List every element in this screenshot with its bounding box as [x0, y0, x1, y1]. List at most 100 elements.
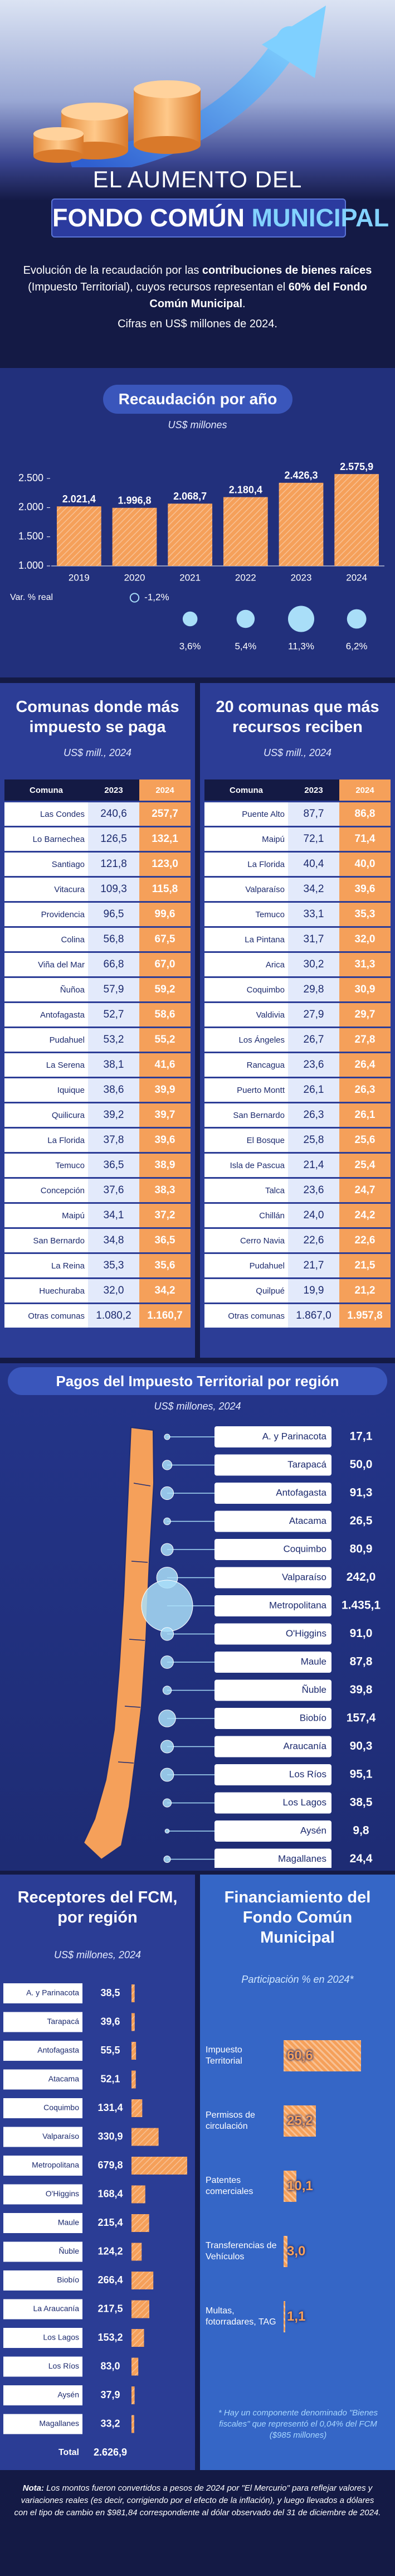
table-wrap: Comuna 2023 2024 Puente Alto 87,7 86,8 Maipú 72…	[204, 778, 391, 1329]
value-label: 90,3	[350, 1740, 373, 1752]
table-cell: 39,9	[139, 1078, 191, 1102]
table-cell: 21,7	[288, 1254, 339, 1277]
bar	[131, 2214, 149, 2232]
bubble	[162, 1686, 172, 1695]
table-row: Puerto Montt 26,1 26,3	[204, 1078, 391, 1102]
table-cell: 96,5	[88, 903, 139, 926]
table-cell: 39,6	[139, 1129, 191, 1152]
share-bar	[284, 2301, 285, 2332]
table-row: El Bosque 25,8 25,6	[204, 1129, 391, 1152]
variation-bubble	[287, 606, 315, 632]
bar	[112, 507, 157, 566]
table-row: Coquimbo 29,8 30,9	[204, 978, 391, 1001]
coin-stack	[33, 80, 201, 163]
bubble	[160, 1740, 174, 1754]
variation-label: Var. % real	[10, 593, 53, 602]
value-label: 87,8	[350, 1655, 373, 1668]
chart-subtitle: US$ millones	[168, 419, 227, 430]
table-cell: 32,0	[339, 928, 391, 951]
bubble	[163, 1856, 171, 1863]
table-row: Chillán 24,0 24,2	[204, 1204, 391, 1227]
bar	[168, 503, 213, 566]
intro-bold: contribuciones de bienes raíces	[202, 264, 372, 277]
table-cell: Puente Alto	[204, 802, 288, 826]
label-box	[3, 2356, 82, 2377]
table-row: Rancagua 23,6 26,4	[204, 1053, 391, 1077]
label-box	[214, 1426, 331, 1447]
table-row: Temuco 36,5 38,9	[4, 1154, 191, 1177]
label-box	[214, 1820, 331, 1842]
table-row: Los Ángeles 26,7 27,8	[204, 1028, 391, 1052]
value-label: 124,2	[97, 2245, 123, 2257]
table-row: Temuco 33,1 35,3	[204, 903, 391, 926]
table-cell: San Bernardo	[4, 1229, 88, 1252]
table-cell: 66,8	[88, 953, 139, 976]
table-row: Quilicura 39,2 39,7	[4, 1103, 191, 1127]
share-row: Patentes comerciales 10,1	[200, 2158, 395, 2214]
bar	[131, 2042, 136, 2060]
table-cell: Puerto Montt	[204, 1078, 288, 1102]
table-cell: 87,7	[288, 802, 339, 826]
table-cell: 35,3	[339, 903, 391, 926]
table-cell: 99,6	[139, 903, 191, 926]
map-borders	[118, 1483, 151, 1764]
table-row: Ñuñoa 57,9 59,2	[4, 978, 191, 1001]
data-table: Comuna 2023 2024 Las Condes 240,6 257,7 Lo Bar…	[4, 778, 191, 1329]
value-label: 26,5	[350, 1514, 373, 1527]
label-box	[214, 1708, 331, 1729]
table-cell: Lo Barnechea	[4, 827, 88, 851]
value-label: 1.435,1	[342, 1599, 381, 1612]
x-tick-label: 2023	[291, 572, 312, 583]
map-chile	[82, 1426, 155, 1861]
value-label: 2.180,4	[229, 484, 262, 495]
chart-title: Receptores del FCM, por región	[17, 1889, 178, 1926]
data-table: Comuna 2023 2024 Puente Alto 87,7 86,8 Maipú 72…	[204, 778, 391, 1329]
region-label: Valparaíso	[42, 2132, 79, 2141]
label-box	[214, 1567, 331, 1589]
label-box	[3, 2328, 82, 2348]
table-cell: Isla de Pascua	[204, 1154, 288, 1177]
table-cell: 24,0	[288, 1204, 339, 1227]
table-cell: Las Condes	[4, 802, 88, 826]
bubble-chart: A. y Parinacota 17,1 Tarapacá 50,0 Antofagas…	[82, 1426, 381, 1868]
intro-line: Cifras en US$ millones de 2024.	[118, 318, 277, 330]
share-bar	[284, 2040, 362, 2071]
table-cell: Temuco	[204, 903, 288, 926]
label-box	[3, 2299, 82, 2320]
label-box	[3, 2270, 82, 2291]
column-header: 2024	[339, 779, 391, 801]
y-tick-label: 2.500	[18, 472, 43, 483]
table-cell: 86,8	[339, 802, 391, 826]
table-subtitle: US$ mill., 2024	[63, 747, 132, 758]
table-cell: Valparaíso	[204, 878, 288, 901]
share-row: Impuesto Territorial 60,6	[200, 2028, 395, 2084]
variation-bubble	[182, 611, 198, 627]
region-label: Tarapacá	[287, 1459, 326, 1470]
bar	[131, 2300, 149, 2318]
bar	[334, 474, 379, 566]
table-cell: Colina	[4, 928, 88, 951]
note-label: Nota:	[22, 2483, 45, 2493]
value-label: 217,5	[97, 2303, 123, 2314]
table-cell: 23,6	[288, 1179, 339, 1202]
table-cell: 240,6	[88, 802, 139, 826]
value-label: 50,0	[350, 1458, 373, 1471]
region-label: Magallanes	[278, 1853, 326, 1864]
table-cell: 37,6	[88, 1179, 139, 1202]
table-cell: La Florida	[4, 1129, 88, 1152]
region-label: Aysén	[57, 2390, 79, 2399]
table-cell: Coquimbo	[204, 978, 288, 1001]
y-tick-label: 1.000	[18, 560, 43, 571]
table-cell: 21,4	[288, 1154, 339, 1177]
value-label: 2.021,4	[62, 493, 96, 505]
table-title: Comunas donde más impuesto se paga	[16, 698, 179, 736]
share-value: 10,1	[287, 2178, 313, 2194]
label-box	[3, 2414, 82, 2434]
region-label: Antofagasta	[276, 1487, 326, 1498]
table-row: Iquique 38,6 39,9	[4, 1078, 191, 1102]
table-row: La Pintana 31,7 32,0	[204, 928, 391, 951]
bar	[131, 2415, 134, 2433]
table-cell: Otras comunas	[204, 1304, 288, 1328]
table-row: Quilpué 19,9 21,2	[204, 1279, 391, 1302]
chart-subtitle: Participación % en 2024*	[241, 1974, 354, 1985]
